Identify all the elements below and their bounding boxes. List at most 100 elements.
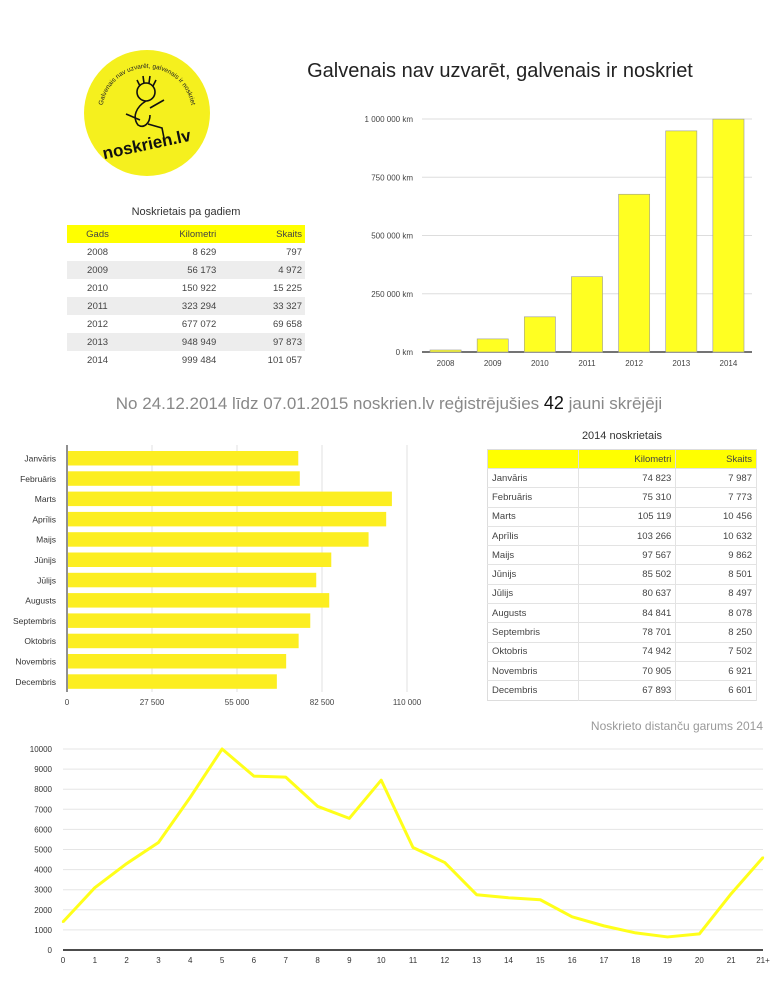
y-tick-label: 1 000 000 km <box>365 115 414 124</box>
table-row: Decembris 67 893 6 601 <box>487 680 757 701</box>
table-row: 2008 8 629 797 <box>67 243 305 261</box>
table-cell: 15 225 <box>272 282 302 294</box>
data-point <box>379 778 383 782</box>
col-header <box>487 449 579 469</box>
table-cell: 74 823 <box>578 467 677 488</box>
table-cell: 97 567 <box>578 545 677 565</box>
bar-10 <box>68 654 287 669</box>
y-tick-label: 9000 <box>34 765 52 774</box>
data-point <box>539 898 542 901</box>
x-tick-label: 15 <box>536 956 545 965</box>
x-tick-label: 3 <box>156 956 161 965</box>
y-tick-label: 1000 <box>34 926 52 935</box>
x-tick-label: 11 <box>409 956 418 965</box>
table-row: 2012 677 072 69 658 <box>67 315 305 333</box>
x-tick-label: 21+ <box>756 956 770 965</box>
data-point <box>284 775 287 779</box>
y-tick-label: 6000 <box>34 825 52 834</box>
data-point <box>729 892 733 895</box>
table-cell: 56 173 <box>128 261 220 279</box>
y-tick-label: Marts <box>35 494 56 504</box>
bar-2012 <box>618 193 651 353</box>
bar-4 <box>68 532 369 547</box>
monthly-table: Kilometri Skaits Janvāris 74 823 7 987 Febr… <box>487 449 757 701</box>
bar-2014 <box>712 118 745 353</box>
y-tick-label: 3000 <box>34 886 52 895</box>
x-tick-label: 10 <box>377 956 386 965</box>
table-cell: Novembris <box>487 660 579 681</box>
y-tick-label: 8000 <box>34 785 52 794</box>
bar-2008 <box>429 349 462 353</box>
yearly-table: Gads Kilometri Skaits 2008 8 629 797 2009 56… <box>67 225 305 369</box>
y-tick-label: Aprīlis <box>32 514 56 524</box>
table-cell: 97 873 <box>219 333 305 351</box>
table-cell: 10 456 <box>675 506 757 527</box>
table-cell: 677 072 <box>181 318 217 330</box>
bar-0 <box>68 451 299 466</box>
line-chart-title: Noskrieto distanču garums 2014 <box>590 719 763 733</box>
runner-icon: Galvenais nav uzvarēt, galvenais ir nosk… <box>98 63 197 163</box>
table-cell: 69 658 <box>272 318 302 330</box>
bar-11 <box>68 674 277 689</box>
table-cell: 2012 <box>86 318 109 330</box>
y-tick-label: Augusts <box>25 596 56 606</box>
table-cell: 10 632 <box>675 525 757 546</box>
monthly-table-title: 2014 noskrietais <box>581 430 663 442</box>
bar-2013 <box>665 130 698 353</box>
bar-1 <box>68 471 300 486</box>
x-tick-label: 2009 <box>484 359 502 368</box>
col-header: Skaits <box>219 225 305 243</box>
data-point <box>252 774 256 778</box>
col-header: Skaits <box>675 449 757 469</box>
y-tick-label: 5000 <box>34 846 52 855</box>
table-cell: 6 921 <box>675 660 757 681</box>
table-row: Augusts 84 841 8 078 <box>487 603 757 623</box>
table-cell: 105 119 <box>578 506 677 527</box>
bar-6 <box>68 572 317 588</box>
table-cell: 8 250 <box>675 622 757 643</box>
y-tick-label: 0 <box>48 946 53 955</box>
distance-line <box>61 747 765 939</box>
y-tick-label: 500 000 km <box>371 232 413 241</box>
x-tick-label: 82 500 <box>310 698 335 707</box>
x-tick-label: 18 <box>631 956 640 965</box>
table-cell: 150 922 <box>181 282 217 294</box>
x-tick-label: 2011 <box>578 359 596 368</box>
y-tick-label: Novembris <box>15 657 56 667</box>
data-point <box>698 932 701 936</box>
table-cell: 8 497 <box>675 583 757 604</box>
table-cell: 2010 <box>86 282 109 294</box>
bar-2010 <box>523 316 556 353</box>
table-cell: 8 078 <box>675 603 757 623</box>
x-tick-label: 6 <box>252 956 257 965</box>
data-point <box>602 924 606 928</box>
x-tick-label: 8 <box>315 956 320 965</box>
col-header: Gads <box>67 225 129 243</box>
table-cell: Augusts <box>487 603 579 623</box>
data-point <box>125 862 128 865</box>
registration-summary: No 24.12.2014 līdz 07.01.2015 noskrien.l… <box>0 393 778 414</box>
table-cell: 101 057 <box>267 354 302 366</box>
data-point <box>189 796 192 799</box>
x-tick-label: 12 <box>440 956 449 965</box>
x-tick-label: 17 <box>599 956 608 965</box>
col-header: Kilometri <box>578 449 677 469</box>
table-cell: Jūlijs <box>487 583 579 604</box>
page-title: Galvenais nav uzvarēt, galvenais ir nosk… <box>307 60 693 82</box>
table-cell: 74 942 <box>578 641 677 662</box>
table-cell: 2008 <box>86 246 109 258</box>
table-cell: 75 310 <box>578 487 677 508</box>
y-tick-label: Janvāris <box>24 454 56 464</box>
x-tick-label: 1 <box>93 956 98 965</box>
table-row: Jūnijs 85 502 8 501 <box>487 564 757 585</box>
table-cell: 2013 <box>67 333 129 351</box>
x-tick-label: 0 <box>65 698 70 707</box>
y-tick-label: 7000 <box>34 805 52 814</box>
x-tick-label: 110 000 <box>393 698 422 707</box>
x-tick-label: 14 <box>504 956 513 965</box>
data-point <box>411 846 415 849</box>
table-cell: 67 893 <box>578 680 677 701</box>
x-tick-label: 0 <box>61 956 66 965</box>
data-point <box>93 886 97 889</box>
bar-8 <box>68 613 311 628</box>
